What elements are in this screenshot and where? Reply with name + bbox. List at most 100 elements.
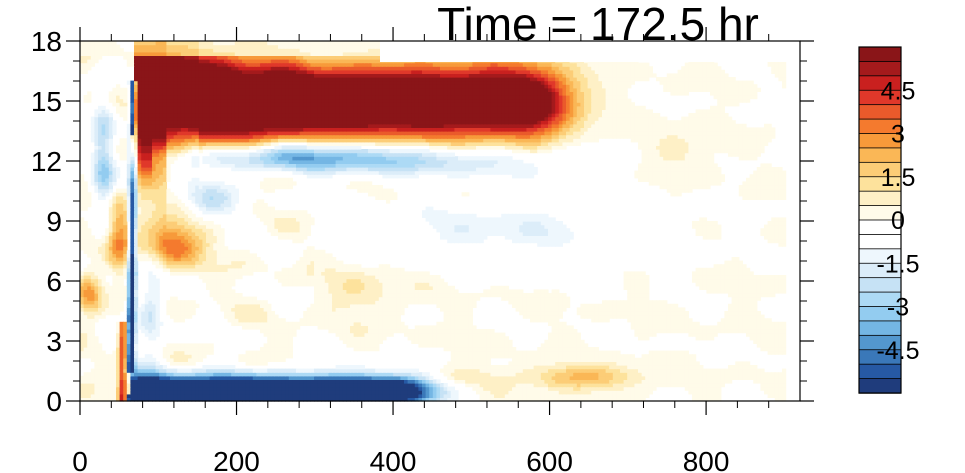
contour-cell — [126, 253, 131, 258]
contour-cell — [648, 318, 653, 323]
contour-cell — [83, 379, 88, 384]
contour-cell — [684, 329, 689, 334]
contour-cell — [634, 296, 639, 301]
contour-cell — [389, 311, 394, 316]
contour-cell — [774, 372, 779, 377]
contour-cell — [260, 375, 265, 380]
contour-cell — [573, 375, 578, 380]
contour-cell — [83, 249, 88, 254]
contour-cell — [533, 311, 538, 316]
contour-cell — [166, 343, 171, 348]
contour-cell — [648, 300, 653, 305]
contour-cell — [782, 372, 787, 377]
contour-cell — [252, 393, 257, 398]
contour-cell — [350, 296, 355, 301]
contour-cell — [296, 275, 301, 280]
contour-cell — [713, 271, 718, 276]
contour-cell — [540, 357, 545, 362]
contour-cell — [515, 350, 520, 355]
contour-cell — [317, 275, 322, 280]
contour-cell — [105, 282, 110, 287]
contour-cell — [623, 368, 628, 373]
contour-cell — [141, 390, 146, 395]
contour-cell — [137, 318, 142, 323]
contour-cell — [771, 275, 776, 280]
contour-cell — [515, 393, 520, 398]
contour-cell — [152, 357, 157, 362]
contour-cell — [242, 300, 247, 305]
contour-cell — [184, 253, 189, 258]
contour-cell — [468, 350, 473, 355]
contour-cell — [357, 336, 362, 341]
contour-cell — [234, 318, 239, 323]
contour-cell — [382, 329, 387, 334]
contour-cell — [645, 285, 650, 290]
contour-cell — [447, 386, 452, 391]
contour-cell — [735, 296, 740, 301]
contour-cell — [688, 361, 693, 366]
contour-cell — [519, 357, 524, 362]
contour-cell — [468, 379, 473, 384]
contour-cell — [198, 267, 203, 272]
contour-cell — [447, 285, 452, 290]
contour-cell — [231, 293, 236, 298]
contour-cell — [260, 368, 265, 373]
contour-cell — [123, 336, 128, 341]
contour-cell — [87, 397, 92, 402]
contour-cell — [569, 325, 574, 330]
contour-cell — [742, 278, 747, 283]
contour-cell — [220, 386, 225, 391]
contour-cell — [450, 303, 455, 308]
contour-cell — [490, 375, 495, 380]
contour-cell — [530, 375, 535, 380]
contour-cell — [544, 397, 549, 402]
contour-cell — [306, 318, 311, 323]
contour-cell — [710, 397, 715, 402]
contour-cell — [476, 361, 481, 366]
contour-cell — [717, 285, 722, 290]
contour-cell — [641, 375, 646, 380]
contour-cell — [666, 321, 671, 326]
contour-cell — [292, 393, 297, 398]
contour-cell — [540, 375, 545, 380]
contour-cell — [454, 321, 459, 326]
contour-cell — [422, 383, 427, 388]
contour-cell — [681, 357, 686, 362]
contour-cell — [432, 289, 437, 294]
contour-cell — [191, 264, 196, 269]
contour-cell — [105, 368, 110, 373]
contour-cell — [108, 311, 113, 316]
contour-cell — [544, 390, 549, 395]
contour-cell — [296, 397, 301, 402]
contour-cell — [436, 282, 441, 287]
contour-cell — [342, 368, 347, 373]
contour-cell — [105, 311, 110, 316]
contour-cell — [641, 329, 646, 334]
contour-cell — [404, 300, 409, 305]
contour-cell — [83, 329, 88, 334]
contour-cell — [162, 397, 167, 402]
contour-cell — [152, 278, 157, 283]
contour-cell — [317, 379, 322, 384]
contour-cell — [450, 397, 455, 402]
contour-cell — [512, 354, 517, 359]
contour-cell — [418, 282, 423, 287]
contour-cell — [735, 257, 740, 262]
contour-cell — [702, 368, 707, 373]
contour-cell — [101, 375, 106, 380]
contour-cell — [173, 249, 178, 254]
contour-cell — [357, 393, 362, 398]
contour-cell — [278, 271, 283, 276]
contour-cell — [461, 375, 466, 380]
contour-cell — [404, 386, 409, 391]
contour-cell — [749, 285, 754, 290]
contour-cell — [418, 278, 423, 283]
contour-cell — [537, 368, 542, 373]
contour-cell — [126, 339, 131, 344]
contour-cell — [400, 296, 405, 301]
contour-cell — [80, 311, 85, 316]
contour-cell — [746, 300, 751, 305]
contour-cell — [630, 278, 635, 283]
contour-cell — [260, 260, 265, 265]
contour-cell — [306, 278, 311, 283]
